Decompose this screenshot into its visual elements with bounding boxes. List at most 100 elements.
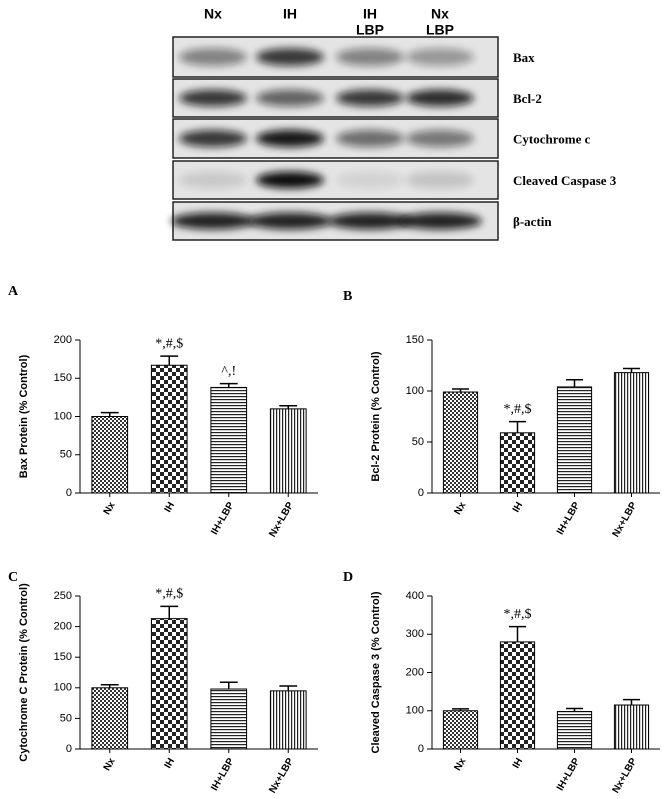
panel-letter: D: [343, 570, 353, 585]
y-tick-label: 50: [60, 712, 72, 724]
y-axis-title: Bcl-2 Protein (% Control): [370, 351, 382, 482]
x-tick-label: Nx: [452, 500, 468, 517]
bar: [442, 710, 479, 750]
y-tick-label: 50: [60, 449, 72, 461]
bar: [150, 364, 188, 494]
blot-band: [248, 212, 332, 230]
significance-label: *,#,$: [155, 336, 183, 351]
panel-letter: B: [343, 289, 352, 304]
lane-label: LBP: [356, 22, 384, 38]
y-tick-label: 0: [66, 743, 72, 755]
bar: [613, 704, 650, 750]
blot-band: [336, 129, 404, 148]
blot-band: [336, 48, 404, 66]
error-bar: [160, 605, 179, 619]
bar: [556, 386, 593, 494]
error-bar: [100, 683, 119, 688]
blot-band: [256, 89, 324, 107]
bar: [499, 641, 536, 750]
error-bar: [622, 698, 641, 706]
y-tick-label: 300: [406, 628, 424, 640]
y-tick-label: 200: [406, 666, 424, 678]
blot-band: [179, 129, 247, 148]
lane-label: Nx: [204, 6, 222, 22]
blot-band: [336, 89, 404, 107]
significance-label: ^,!: [221, 364, 236, 379]
error-bar: [565, 379, 584, 387]
blot-band: [406, 89, 474, 107]
band-label: β-actin: [513, 214, 552, 229]
y-tick-label: 100: [406, 385, 424, 397]
charts: A Bax Protein (% Control) 0 50 100 150 200 Nx IH…: [8, 284, 660, 795]
band-label: Cleaved Caspase 3: [513, 173, 617, 188]
error-bar: [279, 405, 298, 409]
panel-letter: C: [8, 570, 18, 585]
blot-band: [256, 129, 324, 148]
x-tick-label: IH+LBP: [209, 756, 237, 793]
bar: [210, 386, 248, 494]
lane-label: LBP: [426, 22, 454, 38]
y-axis-title: Cleaved Caspase 3 (% Control): [370, 591, 382, 753]
band-label: Cytochrome c: [513, 131, 591, 146]
bar: [150, 618, 188, 750]
blot-band: [406, 129, 474, 148]
error-bar: [219, 681, 238, 690]
bar: [556, 711, 593, 750]
blot-band: [256, 48, 324, 66]
blot-band: [336, 171, 404, 189]
blot-band: [256, 171, 324, 189]
blot-band: [179, 171, 247, 189]
lane-label: IH: [363, 6, 377, 22]
blot-band: [328, 212, 412, 230]
bar-chart: A Bax Protein (% Control) 0 50 100 150 200 Nx IH…: [8, 284, 318, 539]
bar-chart: D Cleaved Caspase 3 (% Control) 0 100 200 300…: [343, 570, 660, 795]
error-bar: [508, 420, 527, 433]
panel-letter: A: [8, 284, 19, 299]
x-tick-label: Nx: [452, 756, 468, 773]
x-tick-label: IH: [511, 500, 526, 514]
x-tick-label: IH+LBP: [555, 756, 583, 793]
bar: [613, 372, 650, 494]
y-axis-title: Bax Protein (% Control): [18, 354, 30, 478]
significance-label: *,#,$: [504, 607, 532, 622]
x-tick-label: IH: [511, 756, 526, 770]
blot-band: [179, 48, 247, 66]
error-bar: [279, 685, 298, 691]
x-tick-label: Nx+LBP: [611, 500, 640, 539]
y-tick-label: 100: [54, 410, 72, 422]
x-tick-label: Nx+LBP: [267, 756, 296, 795]
x-tick-label: Nx: [102, 500, 118, 517]
error-bar: [219, 382, 238, 388]
x-tick-label: Nx+LBP: [267, 500, 296, 539]
y-tick-label: 400: [406, 590, 424, 602]
x-tick-label: IH: [163, 756, 178, 770]
lane-label: IH: [283, 6, 297, 22]
significance-label: *,#,$: [504, 402, 532, 417]
y-tick-label: 150: [406, 334, 424, 346]
y-tick-label: 200: [54, 334, 72, 346]
error-bar: [451, 388, 470, 393]
y-tick-label: 50: [412, 436, 424, 448]
bar: [91, 416, 129, 494]
y-tick-label: 100: [54, 682, 72, 694]
band-label: Bcl-2: [513, 91, 542, 106]
bar: [210, 688, 248, 750]
x-tick-label: Nx: [102, 756, 118, 773]
blot-band: [171, 212, 255, 230]
band-label: Bax: [513, 50, 535, 65]
y-tick-label: 150: [54, 651, 72, 663]
blot-band: [406, 48, 474, 66]
x-tick-label: IH: [163, 500, 178, 514]
y-tick-label: 0: [418, 487, 424, 499]
bar: [269, 408, 307, 494]
y-tick-label: 150: [54, 372, 72, 384]
error-bar: [508, 625, 527, 642]
y-tick-label: 100: [406, 705, 424, 717]
y-tick-label: 0: [66, 487, 72, 499]
bar: [269, 690, 307, 750]
bar-chart: B Bcl-2 Protein (% Control) 0 50 100 150 Nx IH *…: [343, 289, 660, 539]
x-tick-label: Nx+LBP: [611, 756, 640, 795]
y-tick-label: 200: [54, 621, 72, 633]
